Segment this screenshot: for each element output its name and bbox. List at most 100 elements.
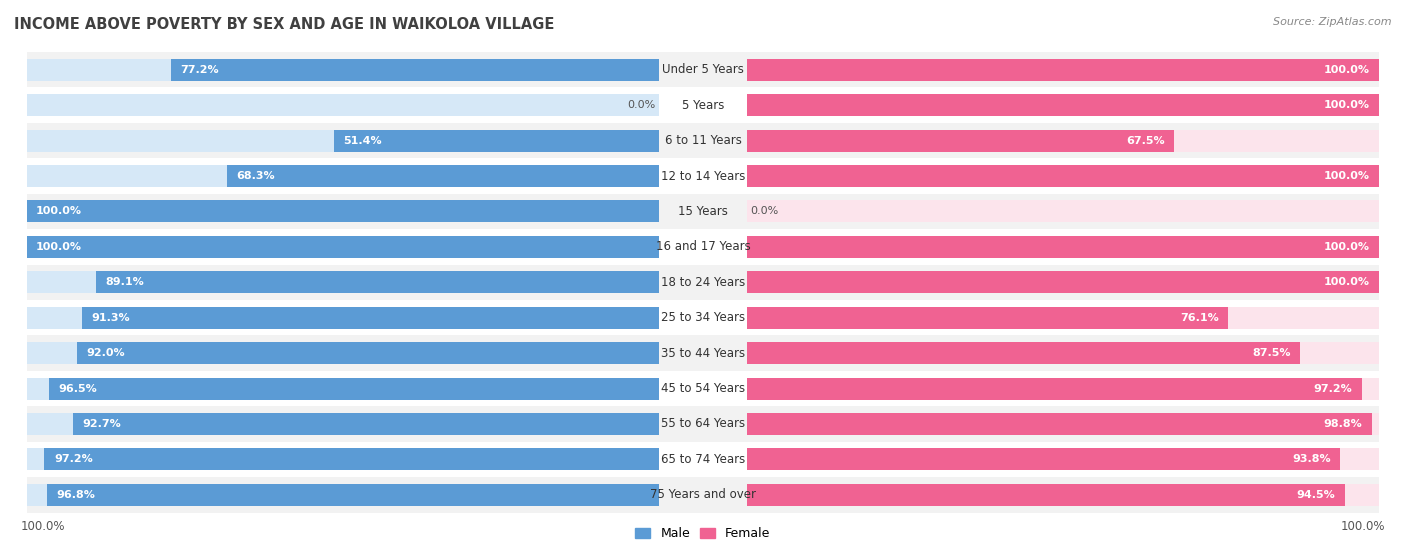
Bar [747,448,1379,470]
Bar [747,165,1379,187]
Text: 35 to 44 Years: 35 to 44 Years [661,347,745,359]
Text: 77.2%: 77.2% [180,65,219,75]
Text: 25 to 34 Years: 25 to 34 Years [661,311,745,324]
Text: 6 to 11 Years: 6 to 11 Years [665,134,741,147]
Bar [27,335,1379,371]
Text: 100.0%: 100.0% [20,520,65,533]
Bar [747,165,1379,187]
Bar [27,342,659,364]
Bar [27,201,659,222]
Bar [27,377,659,400]
Bar [27,264,1379,300]
Text: 16 and 17 Years: 16 and 17 Years [655,240,751,253]
Bar [747,484,1344,506]
Text: 15 Years: 15 Years [678,205,728,218]
Text: 100.0%: 100.0% [37,242,82,252]
Text: 100.0%: 100.0% [1324,277,1369,287]
Bar [27,477,1379,513]
Text: 92.7%: 92.7% [83,419,121,429]
Text: 92.0%: 92.0% [87,348,125,358]
Text: 97.2%: 97.2% [1313,383,1353,394]
Text: 55 to 64 Years: 55 to 64 Years [661,418,745,430]
Bar [333,130,659,151]
Bar [747,236,1379,258]
Bar [747,236,1379,258]
Text: 89.1%: 89.1% [105,277,143,287]
Bar [27,52,1379,88]
Bar [747,307,1229,329]
Text: 76.1%: 76.1% [1180,312,1219,323]
Bar [747,377,1361,400]
Text: 0.0%: 0.0% [751,206,779,216]
Text: INCOME ABOVE POVERTY BY SEX AND AGE IN WAIKOLOA VILLAGE: INCOME ABOVE POVERTY BY SEX AND AGE IN W… [14,17,554,32]
Text: Under 5 Years: Under 5 Years [662,63,744,76]
Bar [27,271,659,293]
Bar [747,130,1174,151]
Text: 96.5%: 96.5% [58,383,97,394]
Bar [226,165,659,187]
Bar [27,371,1379,406]
Bar [170,59,659,80]
Bar [747,94,1379,116]
Bar [747,413,1372,435]
Bar [27,236,659,258]
Text: 45 to 54 Years: 45 to 54 Years [661,382,745,395]
Bar [73,413,659,435]
Bar [27,236,659,258]
Bar [747,413,1379,435]
Text: 93.8%: 93.8% [1292,454,1330,465]
Text: 12 to 14 Years: 12 to 14 Years [661,169,745,183]
Bar [747,59,1379,80]
Bar [27,201,659,222]
Bar [27,88,1379,123]
Text: 100.0%: 100.0% [1324,171,1369,181]
Legend: Male, Female: Male, Female [630,522,776,545]
Bar [747,59,1379,80]
Bar [747,448,1340,470]
Bar [747,342,1301,364]
Bar [27,94,659,116]
Bar [82,307,659,329]
Bar [747,94,1379,116]
Bar [45,448,659,470]
Text: 91.3%: 91.3% [91,312,129,323]
Text: 100.0%: 100.0% [1341,520,1386,533]
Bar [747,307,1379,329]
Text: 100.0%: 100.0% [1324,242,1369,252]
Text: 75 Years and over: 75 Years and over [650,489,756,501]
Bar [27,130,659,151]
Bar [27,165,659,187]
Text: 87.5%: 87.5% [1253,348,1291,358]
Text: 100.0%: 100.0% [37,206,82,216]
Text: 68.3%: 68.3% [236,171,276,181]
Text: 0.0%: 0.0% [627,100,655,110]
Bar [46,484,659,506]
Bar [27,413,659,435]
Bar [27,300,1379,335]
Text: 100.0%: 100.0% [1324,100,1369,110]
Bar [27,158,1379,194]
Bar [77,342,659,364]
Text: 5 Years: 5 Years [682,99,724,112]
Bar [49,377,659,400]
Bar [27,194,1379,229]
Bar [747,342,1379,364]
Bar [96,271,659,293]
Bar [27,442,1379,477]
Bar [747,377,1379,400]
Bar [747,130,1379,151]
Bar [27,307,659,329]
Bar [747,201,1379,222]
Text: 18 to 24 Years: 18 to 24 Years [661,276,745,289]
Bar [27,123,1379,158]
Bar [747,271,1379,293]
Bar [27,484,659,506]
Text: 100.0%: 100.0% [1324,65,1369,75]
Bar [27,448,659,470]
Text: 96.8%: 96.8% [56,490,96,500]
Text: 67.5%: 67.5% [1126,136,1164,146]
Text: Source: ZipAtlas.com: Source: ZipAtlas.com [1274,17,1392,27]
Text: 98.8%: 98.8% [1323,419,1362,429]
Bar [27,229,1379,264]
Text: 97.2%: 97.2% [53,454,93,465]
